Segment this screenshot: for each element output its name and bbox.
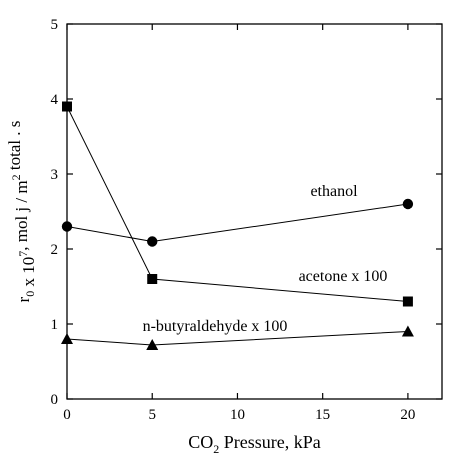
- x-tick-label: 10: [230, 407, 245, 423]
- triangle-marker: [401, 325, 414, 337]
- square-marker: [402, 296, 413, 307]
- y-tick-label: 2: [51, 242, 59, 258]
- y-tick-label: 0: [51, 392, 59, 408]
- x-axis-label: CO2 Pressure, kPa: [188, 432, 321, 456]
- x-tick-label: 0: [63, 407, 71, 423]
- plot-frame: [66, 23, 443, 400]
- circle-marker: [147, 236, 158, 247]
- y-tick-label: 5: [51, 17, 59, 33]
- y-tick-label: 3: [51, 167, 59, 183]
- y-tick-label: 1: [51, 317, 59, 333]
- circle-marker: [402, 198, 414, 210]
- x-tick-label: 5: [148, 407, 156, 423]
- series-label: acetone x 100: [299, 268, 388, 285]
- axes-layer: 0 5 10 15 20 0 1 2 3 4 5: [51, 17, 443, 423]
- y-tick-label: 4: [51, 92, 59, 108]
- series-label: ethanol: [310, 183, 358, 200]
- square-marker: [147, 274, 158, 284]
- series-layer: [61, 101, 414, 350]
- x-tick-label: 15: [315, 407, 330, 423]
- triangle-marker: [146, 339, 159, 350]
- labels-layer: CO2 Pressure, kPa r0 x 107, mol j / m2 to…: [5, 121, 387, 456]
- circle-marker: [61, 221, 73, 232]
- series-label: n-butyraldehyde x 100: [143, 318, 288, 335]
- x-tick-label: 20: [400, 407, 415, 423]
- triangle-marker: [61, 333, 73, 344]
- square-marker: [62, 101, 72, 112]
- y-axis-label: r0 x 107, mol j / m2 total . s: [5, 121, 38, 303]
